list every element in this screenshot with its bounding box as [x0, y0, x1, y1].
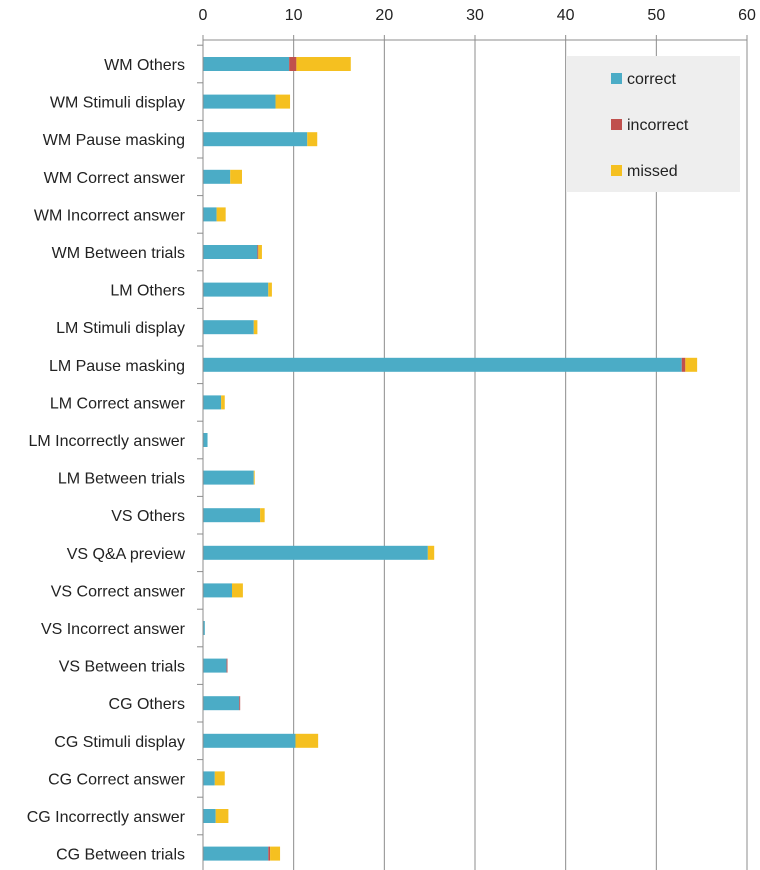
bar-correct — [203, 733, 296, 748]
bar-missed — [216, 207, 226, 222]
category-label: WM Between trials — [52, 245, 185, 262]
bar-correct — [203, 57, 290, 71]
x-tick-label: 20 — [375, 7, 393, 24]
legend-swatch-missed — [611, 165, 622, 176]
bar-missed — [258, 245, 262, 259]
x-tick-label: 0 — [199, 7, 208, 24]
category-label: VS Q&A preview — [67, 546, 186, 563]
bar-correct — [203, 132, 308, 147]
category-label: WM Stimuli display — [50, 95, 185, 112]
bar-missed — [253, 320, 258, 335]
bar-incorrect — [239, 696, 241, 711]
y-axis: WM Others WM Stimuli display WM Pause mask… — [27, 40, 204, 870]
bar-incorrect — [681, 357, 686, 372]
category-label: VS Correct answer — [51, 583, 186, 600]
legend-label-incorrect: incorrect — [627, 117, 689, 134]
category-label: VS Others — [111, 508, 185, 525]
category-label: VS Between trials — [59, 659, 185, 676]
bar-correct — [203, 696, 240, 711]
bar-correct — [203, 658, 227, 673]
bar-incorrect — [257, 245, 259, 259]
bar-correct — [203, 169, 231, 184]
category-label: LM Stimuli display — [56, 320, 185, 337]
bar-incorrect — [268, 846, 271, 861]
bar-correct — [203, 771, 215, 786]
bar-missed — [215, 809, 229, 823]
category-label: LM Correct answer — [50, 395, 186, 412]
bar-missed — [270, 846, 281, 861]
bar-correct — [203, 282, 269, 297]
bar-correct — [203, 245, 258, 259]
legend-box — [566, 56, 740, 192]
bar-correct — [203, 433, 208, 447]
bar-correct — [203, 809, 216, 823]
x-tick-label: 50 — [647, 7, 665, 24]
bar-missed — [268, 282, 272, 297]
bar-correct — [203, 395, 222, 410]
bar-missed — [232, 583, 243, 598]
bar-missed — [296, 57, 351, 71]
bar-missed — [230, 169, 242, 184]
category-label: CG Between trials — [56, 847, 185, 864]
bar-missed — [427, 545, 435, 560]
bar-correct — [203, 621, 205, 635]
bar-missed — [685, 357, 698, 372]
category-label: LM Pause masking — [49, 358, 185, 375]
bar-missed — [295, 733, 319, 748]
bar-incorrect — [226, 658, 228, 673]
bar-correct — [203, 846, 269, 861]
category-label: CG Incorrectly answer — [27, 809, 186, 826]
x-tick-label: 60 — [738, 7, 756, 24]
bar-correct — [203, 583, 233, 598]
bar-incorrect — [289, 57, 297, 71]
category-label: WM Correct answer — [44, 170, 186, 187]
category-label: LM Between trials — [58, 471, 185, 488]
bar-correct — [203, 357, 682, 372]
category-label: CG Correct answer — [48, 771, 186, 788]
legend-label-correct: correct — [627, 71, 676, 88]
legend: correct incorrect missed — [566, 56, 740, 192]
bar-correct — [203, 94, 276, 109]
bars — [203, 57, 698, 861]
x-tick-label: 10 — [285, 7, 303, 24]
bar-correct — [203, 508, 261, 523]
category-label: CG Stimuli display — [54, 734, 185, 751]
bar-missed — [307, 132, 318, 147]
bar-missed — [260, 508, 265, 523]
bar-missed — [275, 94, 291, 109]
category-label: VS Incorrect answer — [41, 621, 186, 638]
bar-correct — [203, 320, 254, 335]
bar-missed — [214, 771, 225, 786]
category-label: WM Pause masking — [43, 132, 185, 149]
x-tick-label: 40 — [557, 7, 575, 24]
legend-swatch-incorrect — [611, 119, 622, 130]
x-axis: 0 10 20 30 40 50 60 — [199, 7, 756, 41]
category-label: LM Incorrectly answer — [29, 433, 186, 450]
bar-correct — [203, 207, 217, 222]
legend-swatch-correct — [611, 73, 622, 84]
category-label: LM Others — [110, 283, 185, 300]
bar-missed — [253, 470, 255, 485]
bar-missed — [221, 395, 225, 410]
legend-label-missed: missed — [627, 163, 678, 180]
category-label: WM Others — [104, 57, 185, 74]
bar-correct — [203, 545, 428, 560]
bar-correct — [203, 470, 254, 485]
category-label: CG Others — [109, 696, 185, 713]
x-tick-label: 30 — [466, 7, 484, 24]
category-label: WM Incorrect answer — [34, 207, 186, 224]
